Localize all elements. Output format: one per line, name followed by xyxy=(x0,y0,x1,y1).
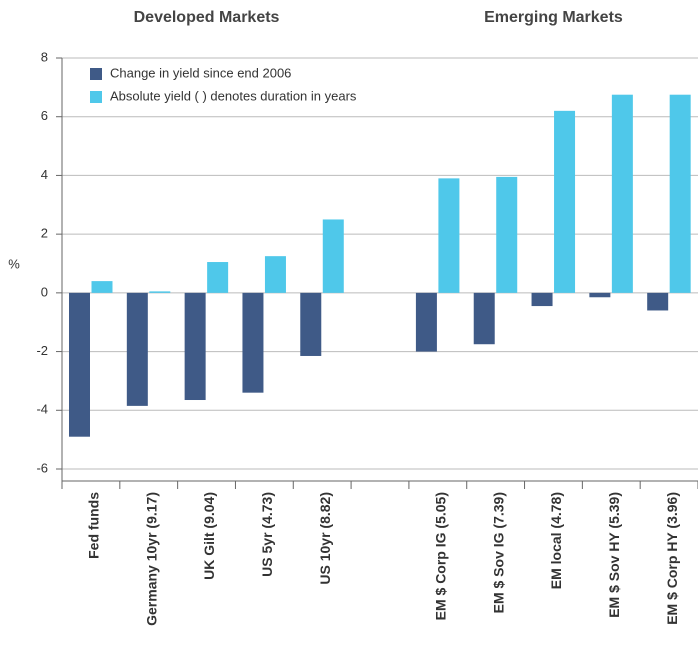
x-tick-label: EM local (4.78) xyxy=(548,492,564,589)
bar xyxy=(589,292,611,298)
x-tick-label: EM $ Sov IG (7.39) xyxy=(490,492,506,613)
bar xyxy=(473,292,495,345)
x-tick-label: EM $ Corp HY (3.96) xyxy=(664,492,680,625)
x-tick-label: Germany 10yr (9.17) xyxy=(143,492,159,626)
x-tick-label: US 10yr (8.82) xyxy=(317,492,333,585)
bar xyxy=(184,292,206,401)
bar xyxy=(647,292,669,311)
y-tick-label: 0 xyxy=(41,284,48,299)
legend-label: Absolute yield ( ) denotes duration in y… xyxy=(110,88,357,103)
y-tick-label: -4 xyxy=(36,402,48,417)
bar xyxy=(531,292,553,307)
bar xyxy=(126,292,148,406)
x-tick-label: Fed funds xyxy=(86,492,102,559)
group-label: Developed Markets xyxy=(134,9,280,26)
bar xyxy=(438,178,460,293)
bar xyxy=(554,110,576,293)
group-label: Emerging Markets xyxy=(484,9,623,26)
legend-label: Change in yield since end 2006 xyxy=(110,65,291,80)
y-tick-label: 8 xyxy=(41,49,48,64)
bar xyxy=(496,176,518,293)
bar xyxy=(611,94,633,293)
y-tick-label: 4 xyxy=(41,167,48,182)
x-tick-label: EM $ Sov HY (5.39) xyxy=(606,492,622,618)
bar xyxy=(264,256,286,293)
y-tick-label: 6 xyxy=(41,108,48,123)
x-tick-label: US 5yr (4.73) xyxy=(259,492,275,577)
bar xyxy=(322,219,344,293)
legend-swatch xyxy=(90,91,102,103)
bar xyxy=(149,291,171,293)
bar xyxy=(69,292,90,437)
x-tick-label: EM $ Corp IG (5.05) xyxy=(433,492,449,620)
bar xyxy=(669,94,691,293)
y-axis-label: % xyxy=(8,256,20,271)
bar xyxy=(207,262,229,293)
bar xyxy=(415,292,437,352)
bar xyxy=(242,292,264,393)
bar xyxy=(300,292,322,356)
y-tick-label: -6 xyxy=(36,460,48,475)
y-tick-label: -2 xyxy=(36,343,48,358)
y-tick-label: 2 xyxy=(41,226,48,241)
legend-swatch xyxy=(90,68,102,80)
bar xyxy=(91,281,113,293)
x-tick-label: UK Gilt (9.04) xyxy=(201,492,217,580)
